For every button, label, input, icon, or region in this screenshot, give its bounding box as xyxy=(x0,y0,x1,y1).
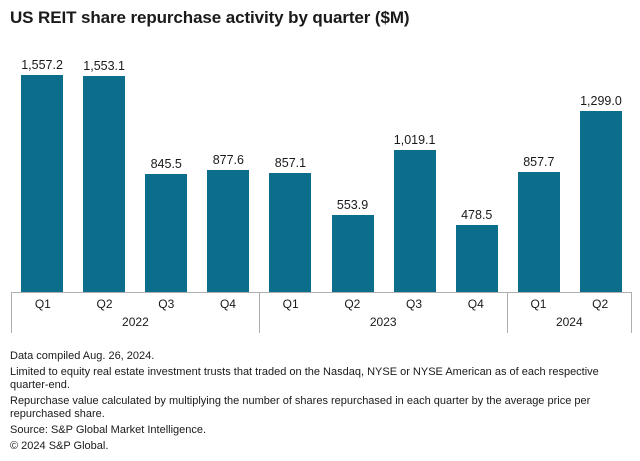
bar xyxy=(331,215,374,292)
bar-value-label: 877.6 xyxy=(212,153,244,167)
bar-cell: 1,299.0 xyxy=(570,94,632,292)
footnote: Repurchase value calculated by multiplyi… xyxy=(10,395,591,420)
x-axis: Q1 Q2 Q3 Q4 2022 Q1 Q2 Q3 Q4 2023 Q1 Q2 2024 xyxy=(11,292,632,333)
year-label: 2023 xyxy=(369,315,397,329)
bar-value-label: 1,019.1 xyxy=(393,133,436,147)
bar xyxy=(269,173,312,292)
bar-cell: 877.6 xyxy=(197,153,259,292)
bar xyxy=(393,150,436,292)
bar xyxy=(455,225,498,292)
bar-cell: 553.9 xyxy=(322,198,384,292)
footnote: © 2024 S&P Global. xyxy=(10,440,109,452)
bar-cell: 1,019.1 xyxy=(384,133,446,292)
year-group-2022: Q1 Q2 Q3 Q4 2022 xyxy=(12,293,259,333)
quarter-label: Q1 xyxy=(530,297,547,311)
footnote: Limited to equity real estate investment… xyxy=(10,366,599,391)
bar-cell: 1,557.2 xyxy=(11,58,73,292)
quarter-label: Q1 xyxy=(282,297,299,311)
bar-value-label: 857.1 xyxy=(274,156,307,170)
bar xyxy=(207,170,250,292)
bar-value-label: 1,557.2 xyxy=(21,58,63,72)
bar-cell: 857.7 xyxy=(508,155,570,292)
bar xyxy=(579,111,622,292)
year-label: 2022 xyxy=(122,315,149,329)
quarter-label: Q4 xyxy=(219,297,236,311)
footnote: Data compiled Aug. 26, 2024. xyxy=(10,350,155,362)
bar-cell: 857.1 xyxy=(259,156,321,292)
quarter-label: Q2 xyxy=(344,297,361,311)
bar-value-label: 857.7 xyxy=(523,155,555,169)
bar-value-label: 1,299.0 xyxy=(580,94,622,108)
footnotes: Data compiled Aug. 26, 2024. Limited to e… xyxy=(10,350,616,456)
bar-value-label: 478.5 xyxy=(461,208,493,222)
bar xyxy=(83,76,126,292)
bar-cell: 845.5 xyxy=(135,157,197,292)
quarter-row: Q1 Q2 Q3 Q4 xyxy=(260,293,507,311)
quarter-label: Q2 xyxy=(96,297,113,311)
bar xyxy=(145,174,188,292)
year-label: 2024 xyxy=(555,315,583,329)
quarter-row: Q1 Q2 Q3 Q4 xyxy=(12,293,259,311)
quarter-label: Q3 xyxy=(406,297,423,311)
bar-value-label: 1,553.1 xyxy=(83,59,125,73)
bar-cell: 1,553.1 xyxy=(73,59,135,292)
plot-area: 1,557.2 1,553.1 845.5 877.6 857.1 553.9 1,019.… xyxy=(11,0,632,292)
bar xyxy=(517,172,560,292)
footnote: Source: S&P Global Market Intelligence. xyxy=(10,424,207,436)
bar-cell: 478.5 xyxy=(446,208,508,292)
bar xyxy=(21,75,64,292)
bar-value-label: 553.9 xyxy=(336,198,369,212)
quarter-label: Q1 xyxy=(34,297,51,311)
quarter-label: Q2 xyxy=(592,297,609,311)
year-group-2024: Q1 Q2 2024 xyxy=(506,293,631,333)
quarter-row: Q1 Q2 xyxy=(508,293,631,311)
chart-title: US REIT share repurchase activity by qua… xyxy=(10,8,410,27)
year-group-2023: Q1 Q2 Q3 Q4 2023 xyxy=(258,293,507,333)
bar-value-label: 845.5 xyxy=(150,157,182,171)
quarter-label: Q3 xyxy=(158,297,175,311)
quarter-label: Q4 xyxy=(467,297,484,311)
